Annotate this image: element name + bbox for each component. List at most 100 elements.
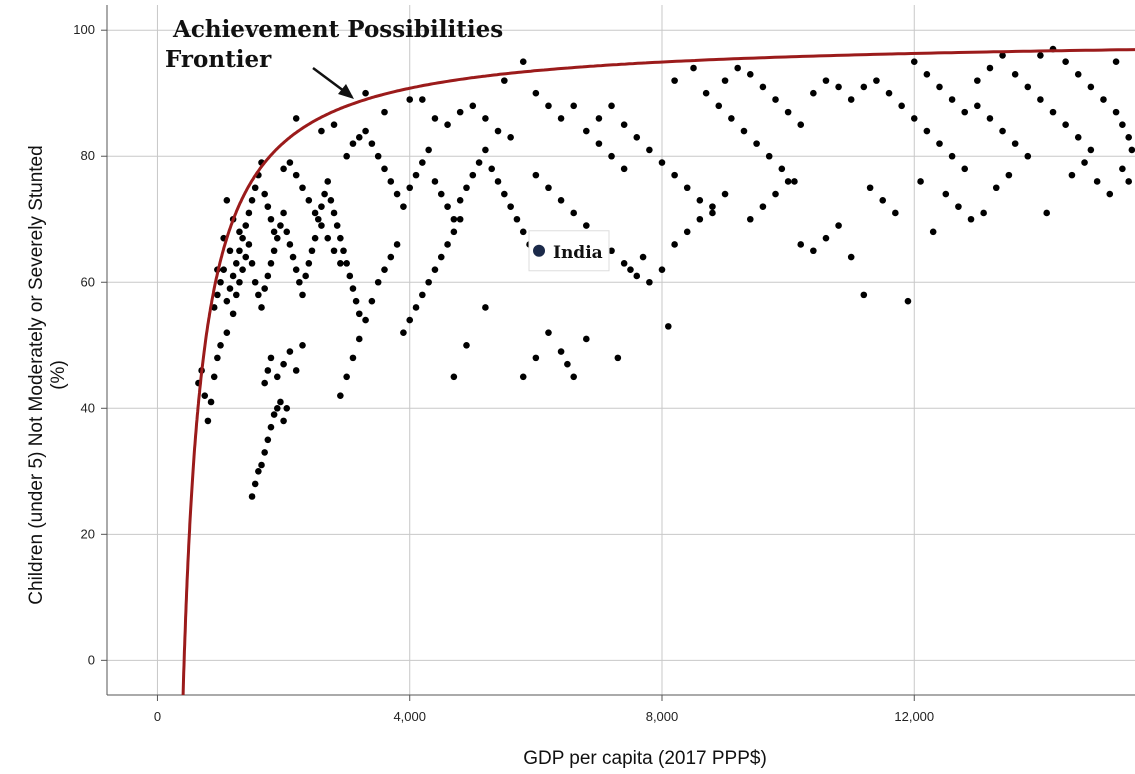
data-point bbox=[236, 278, 243, 286]
data-point bbox=[267, 354, 275, 362]
data-point bbox=[343, 373, 350, 381]
data-point bbox=[292, 367, 300, 374]
data-point bbox=[715, 102, 723, 110]
data-point bbox=[917, 178, 924, 185]
x-tick-label: 12,000 bbox=[894, 709, 934, 724]
data-point bbox=[456, 197, 464, 204]
data-point bbox=[507, 134, 514, 141]
data-point bbox=[791, 178, 798, 185]
data-point bbox=[898, 102, 905, 110]
data-point bbox=[362, 316, 369, 324]
data-point bbox=[223, 297, 231, 305]
data-point bbox=[387, 253, 395, 261]
data-point bbox=[620, 121, 628, 129]
data-point bbox=[772, 190, 779, 198]
data-point bbox=[337, 392, 344, 399]
data-point bbox=[646, 278, 653, 286]
data-point bbox=[330, 121, 338, 129]
data-point bbox=[258, 461, 265, 469]
data-point bbox=[709, 209, 716, 217]
data-point bbox=[232, 260, 240, 267]
data-point bbox=[475, 159, 483, 166]
data-point bbox=[299, 341, 306, 349]
data-point bbox=[314, 215, 322, 223]
data-point bbox=[532, 89, 540, 97]
data-point bbox=[255, 291, 262, 299]
data-point bbox=[639, 253, 647, 261]
data-point bbox=[671, 77, 678, 84]
data-point bbox=[721, 190, 729, 198]
data-point bbox=[444, 203, 451, 210]
data-point bbox=[1062, 58, 1069, 66]
data-point bbox=[450, 373, 458, 381]
data-point bbox=[494, 178, 502, 185]
data-point bbox=[633, 272, 641, 280]
x-tick-label: 4,000 bbox=[393, 709, 426, 724]
data-point bbox=[270, 411, 278, 418]
data-point bbox=[501, 190, 508, 198]
data-point bbox=[280, 360, 287, 368]
data-point bbox=[992, 184, 1000, 192]
data-point bbox=[784, 178, 792, 185]
data-point bbox=[570, 209, 577, 217]
data-point bbox=[583, 127, 590, 135]
data-point bbox=[974, 102, 981, 110]
y-tick-label: 100 bbox=[73, 22, 95, 37]
data-point bbox=[340, 247, 347, 255]
data-point bbox=[620, 260, 628, 267]
data-point bbox=[273, 404, 281, 412]
data-point bbox=[746, 71, 754, 78]
data-point bbox=[456, 108, 464, 116]
y-tick-label: 0 bbox=[88, 652, 95, 667]
data-point bbox=[299, 184, 306, 192]
data-point bbox=[671, 241, 678, 248]
y-tick-label: 40 bbox=[81, 400, 95, 415]
data-point bbox=[1043, 209, 1051, 217]
frontier-curve bbox=[181, 48, 1135, 696]
data-point bbox=[1106, 190, 1114, 198]
data-point bbox=[437, 253, 445, 261]
data-point bbox=[740, 127, 748, 135]
data-point bbox=[355, 335, 363, 343]
data-point bbox=[778, 165, 786, 173]
data-point bbox=[810, 89, 817, 97]
y-tick-label: 80 bbox=[81, 148, 95, 163]
data-point bbox=[986, 115, 994, 122]
data-point bbox=[261, 449, 268, 456]
data-point bbox=[277, 222, 284, 229]
frontier-arrow bbox=[312, 66, 354, 99]
data-point bbox=[885, 89, 893, 97]
data-point bbox=[292, 115, 300, 122]
data-point bbox=[513, 215, 521, 223]
data-point bbox=[226, 285, 234, 292]
data-point bbox=[948, 96, 956, 103]
data-point bbox=[892, 209, 899, 217]
data-point bbox=[463, 184, 470, 192]
data-point bbox=[245, 241, 253, 248]
data-point bbox=[286, 159, 294, 166]
data-point bbox=[324, 178, 332, 185]
data-point bbox=[343, 260, 350, 267]
india-point bbox=[533, 244, 546, 257]
data-point bbox=[721, 77, 729, 84]
data-point bbox=[683, 228, 691, 236]
data-point bbox=[608, 152, 615, 160]
data-point bbox=[746, 215, 754, 223]
data-point bbox=[608, 247, 615, 255]
data-point bbox=[797, 241, 805, 248]
data-point bbox=[412, 171, 420, 179]
data-point bbox=[614, 354, 622, 362]
data-point bbox=[419, 96, 426, 103]
data-point bbox=[910, 58, 918, 66]
data-point bbox=[646, 146, 653, 154]
data-point bbox=[450, 215, 458, 223]
data-point bbox=[273, 373, 281, 381]
data-point bbox=[330, 209, 338, 217]
data-point bbox=[482, 304, 489, 311]
data-point bbox=[210, 373, 218, 381]
data-point bbox=[425, 146, 432, 154]
data-point bbox=[374, 278, 382, 286]
data-point bbox=[264, 203, 272, 210]
data-point bbox=[545, 184, 552, 192]
data-point bbox=[759, 203, 767, 210]
